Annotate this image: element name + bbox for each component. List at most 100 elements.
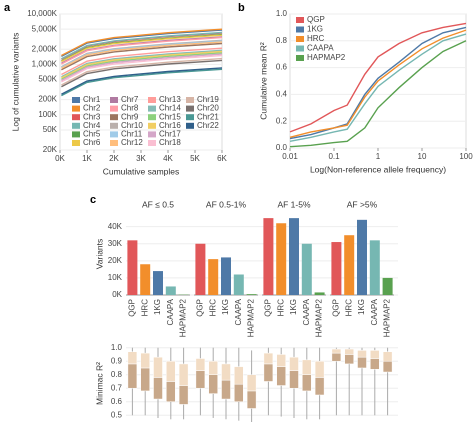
x-tick-label: 10: [418, 152, 427, 161]
series-line: [61, 57, 223, 86]
box-lower: [263, 363, 274, 382]
legend-swatch: [296, 45, 304, 52]
y-tick-label: 50K: [43, 125, 58, 134]
y-tick-label: 1.0: [276, 9, 288, 18]
legend-swatch: [148, 114, 156, 121]
y-tick-label: 10,000K: [27, 9, 57, 18]
y-tick-label: 0.2: [276, 116, 288, 125]
y-tick-label: 20K: [43, 145, 58, 154]
bar: [246, 294, 257, 295]
series-line: [61, 29, 223, 58]
legend-swatch: [186, 122, 194, 129]
x-tick-label: 0.1: [328, 152, 340, 161]
box-upper: [153, 356, 163, 378]
box-upper: [178, 363, 189, 386]
box-lower: [302, 374, 312, 392]
legend-label: HAPMAP2: [307, 53, 346, 62]
category-label: CAAPA: [370, 298, 379, 325]
legend-label: Chr17: [159, 130, 181, 139]
box-lower: [140, 367, 150, 392]
y-tick-label: 0.9: [111, 356, 123, 365]
box-upper: [221, 363, 231, 381]
legend-label: Chr14: [159, 104, 181, 113]
x-tick-label: 0.01: [282, 152, 298, 161]
box-lower: [276, 366, 286, 386]
legend-label: Chr5: [83, 130, 101, 139]
legend-label: Chr20: [197, 104, 219, 113]
legend-label: Chr22: [197, 121, 219, 130]
bar: [127, 240, 138, 295]
box-lower: [370, 358, 380, 370]
box-upper: [166, 360, 176, 382]
y-tick-label: 0.8: [111, 370, 123, 379]
legend-swatch: [296, 55, 304, 61]
box-lower: [289, 370, 299, 389]
legend-label: Chr10: [121, 121, 143, 130]
series-line: [61, 47, 223, 76]
box-lower: [178, 385, 189, 405]
legend-label: Chr2: [83, 104, 101, 113]
box-lower: [127, 363, 138, 389]
box-upper: [276, 354, 286, 367]
facet-title: AF 1-5%: [277, 199, 311, 209]
box-upper: [140, 352, 150, 369]
x-tick-label: 5K: [190, 154, 200, 163]
bar: [263, 218, 274, 295]
legend-swatch: [72, 114, 80, 121]
box-upper: [127, 351, 138, 365]
box-upper: [246, 374, 257, 392]
legend-swatch: [72, 105, 80, 112]
bar: [208, 259, 219, 295]
panel-label: a: [4, 2, 11, 14]
box-upper: [331, 348, 342, 354]
panel-label: b: [238, 2, 245, 14]
y-tick-label: 10K: [108, 273, 123, 282]
y-tick-label: 5,000K: [32, 24, 58, 33]
legend-swatch: [110, 131, 118, 138]
box-lower: [153, 377, 163, 400]
facet-title: AF >5%: [347, 199, 378, 209]
bar: [221, 257, 231, 295]
legend-label: Chr8: [121, 104, 139, 113]
legend-label: Chr11: [121, 130, 143, 139]
category-label: 1KG: [153, 299, 162, 315]
series-line: [289, 29, 467, 138]
series-line: [61, 67, 223, 95]
series-line: [61, 36, 223, 65]
legend-label: Chr13: [159, 95, 181, 104]
box-lower: [382, 360, 393, 373]
y-tick-label: 0.8: [276, 36, 288, 45]
legend-swatch: [148, 122, 156, 129]
category-label: HRC: [344, 299, 353, 317]
legend-label: Chr16: [159, 121, 181, 130]
y-tick-label: 20K: [108, 256, 123, 265]
y-tick-label: 2,000K: [32, 44, 58, 53]
box-lower: [166, 381, 176, 402]
legend-label: Chr21: [197, 112, 219, 121]
category-label: HAPMAP2: [315, 298, 324, 337]
legend-label: Chr3: [83, 112, 101, 121]
legend-label: Chr15: [159, 112, 181, 121]
box-lower: [357, 356, 367, 369]
bar: [153, 271, 163, 295]
x-tick-label: 1K: [82, 154, 92, 163]
bar: [233, 274, 244, 295]
legend-label: QGP: [307, 15, 325, 24]
y-tick-label: 0.6: [276, 63, 288, 72]
y-tick-label: 100K: [38, 110, 57, 119]
box-lower: [234, 383, 244, 402]
box-upper: [382, 351, 393, 362]
legend-label: Chr6: [83, 138, 101, 147]
y-axis-label: Minimac R²: [94, 362, 104, 405]
y-tick-label: 0.4: [276, 90, 288, 99]
legend-label: Chr12: [121, 138, 143, 147]
series-line: [289, 22, 467, 133]
category-label: CAAPA: [166, 298, 175, 325]
box-lower: [195, 370, 206, 389]
bar: [382, 277, 393, 295]
series-line: [289, 26, 467, 140]
box-upper: [370, 350, 380, 359]
y-tick-label: 1.0: [111, 343, 123, 352]
legend-swatch: [110, 140, 118, 146]
legend-label: Chr4: [83, 121, 101, 130]
